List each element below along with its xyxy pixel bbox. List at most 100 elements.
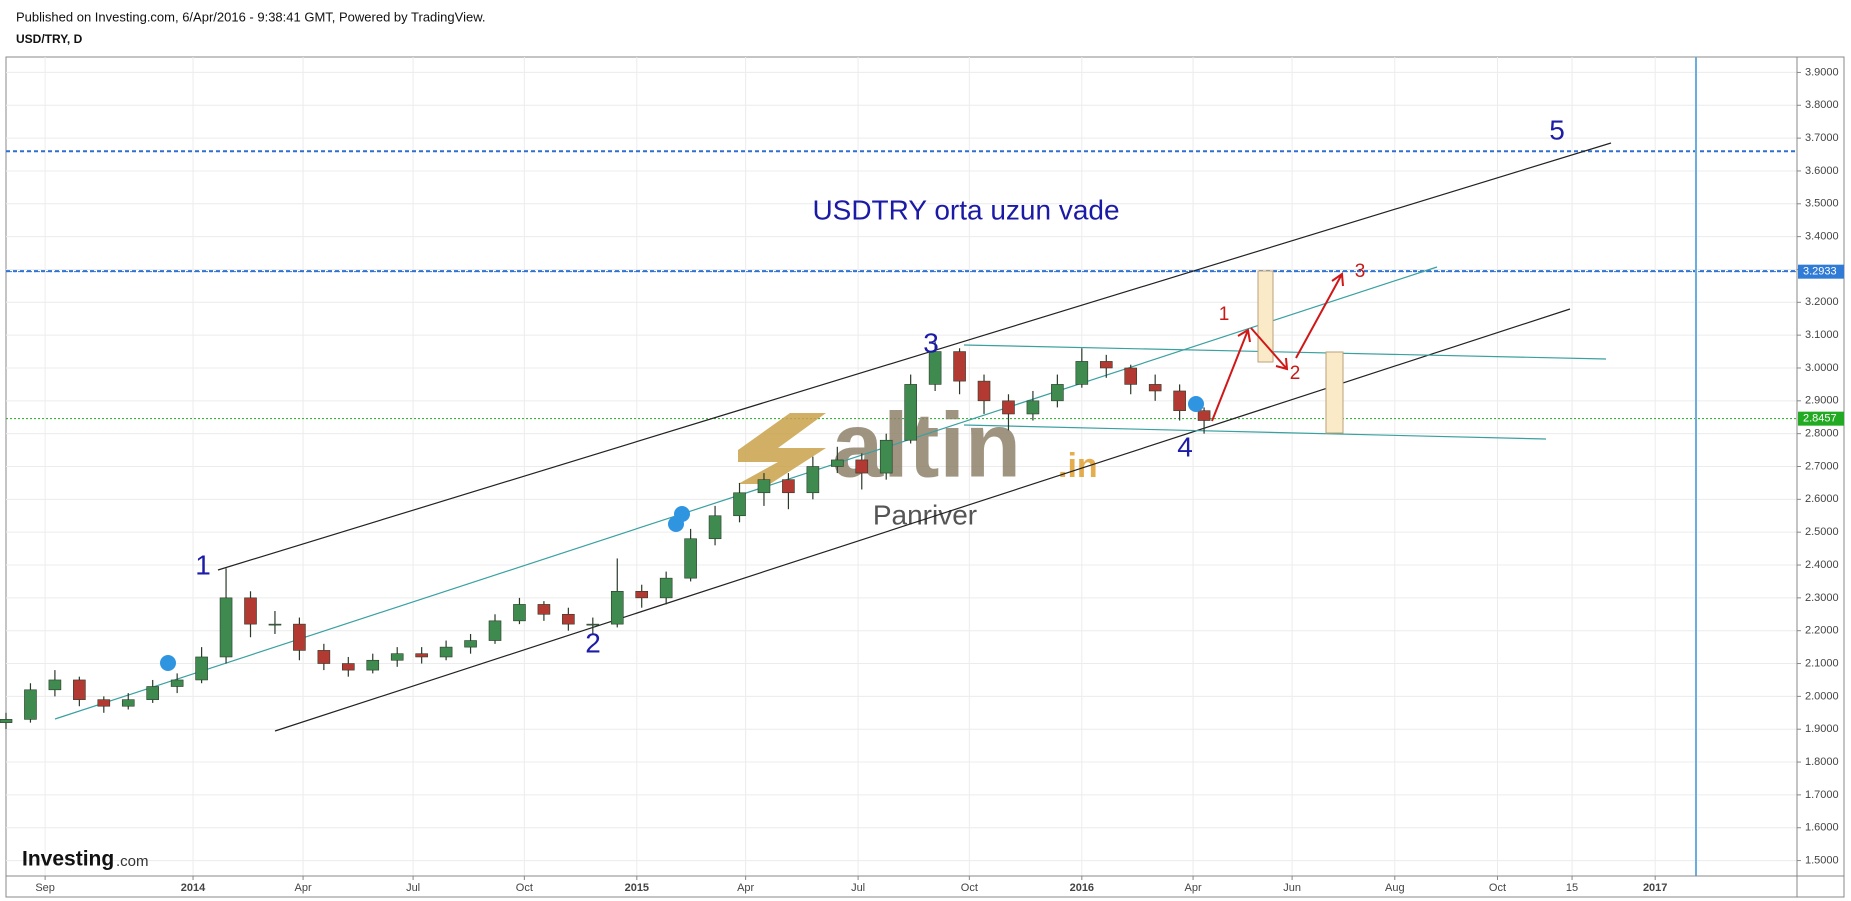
candle-body: [537, 604, 551, 615]
y-tick-label: 1.5000: [1805, 854, 1839, 866]
y-tick-label: 1.8000: [1805, 756, 1839, 768]
candle-body: [1075, 361, 1089, 385]
candle-body: [977, 380, 991, 402]
y-tick-label: 1.6000: [1805, 822, 1839, 834]
candle-body: [146, 686, 160, 700]
event-icons: [160, 396, 1204, 671]
candle-body: [659, 577, 673, 599]
chart-title: USDTRY orta uzun vade: [812, 194, 1119, 225]
candle-body: [268, 623, 282, 626]
candle-body: [0, 719, 13, 723]
candle-body: [415, 653, 428, 658]
projection-label: 3: [1355, 261, 1366, 282]
y-tick-label: 3.7000: [1805, 132, 1839, 144]
candle-body: [293, 623, 306, 651]
candle-body: [513, 604, 526, 622]
candle-body: [733, 492, 746, 517]
candle-body: [1124, 367, 1138, 385]
candle-body: [782, 479, 795, 494]
y-tick-label: 2.2000: [1805, 625, 1839, 637]
channel-lower: [274, 308, 1571, 732]
x-tick-label: Jun: [1283, 882, 1301, 894]
candle-body: [219, 597, 233, 658]
x-tick-label: 2014: [181, 882, 206, 894]
y-tick-label: 1.7000: [1805, 789, 1839, 801]
candle-body: [390, 653, 404, 661]
candle-body: [1197, 410, 1211, 421]
candle-body: [928, 351, 942, 385]
event-icon: [160, 655, 176, 671]
x-tick-label: Apr: [737, 882, 754, 894]
channel-upper: [217, 142, 1612, 571]
price-box: [1798, 264, 1844, 279]
candle-body: [1148, 384, 1162, 392]
candle-body: [97, 699, 111, 707]
logo: Investing: [22, 848, 114, 871]
y-tick-label: 3.2000: [1805, 296, 1839, 308]
x-tick-label: 2015: [625, 882, 649, 894]
watermark-suffix: .in: [1058, 447, 1098, 485]
watermark-text: altin: [832, 394, 1021, 496]
y-tick-label: 2.7000: [1805, 460, 1839, 472]
projection-arrow: [1295, 272, 1344, 359]
y-tick-label: 2.1000: [1805, 657, 1839, 669]
logo-suffix: .com: [116, 853, 149, 870]
author: Panriver: [873, 499, 977, 530]
grid: [6, 57, 1797, 876]
event-icon: [674, 506, 690, 522]
event-icon: [1188, 396, 1204, 412]
candle-body: [317, 650, 331, 664]
range-lower: [963, 424, 1547, 440]
candle-body: [635, 590, 649, 599]
channel-middle: [54, 266, 1438, 720]
y-tick-label: 2.5000: [1805, 526, 1839, 538]
candle-body: [73, 679, 86, 700]
y-tick-label: 3.5000: [1805, 198, 1839, 210]
axes: 1.5000 1.6000 1.7000 1.8000 1.9000 2.0000 2.10…: [6, 57, 1844, 897]
watermark: altin .in: [738, 394, 1098, 496]
projection-label: 1: [1219, 304, 1230, 325]
drawings: [54, 57, 1697, 876]
candle-body: [953, 351, 966, 382]
candle-body: [170, 679, 184, 687]
y-tick-label: 2.6000: [1805, 493, 1839, 505]
x-tick-label: 2017: [1643, 882, 1667, 894]
projection-arrow: [1250, 327, 1289, 371]
candle-body: [1099, 361, 1113, 369]
candle-body: [439, 646, 453, 658]
x-tick-label: Oct: [1489, 882, 1506, 894]
y-tick-label: 2.4000: [1805, 559, 1839, 571]
projection-arrow: [1211, 328, 1251, 422]
candle-body: [757, 479, 771, 494]
candle-body: [488, 620, 502, 641]
candle-body: [708, 515, 722, 540]
published-note: Published on Investing.com, 6/Apr/2016 -…: [16, 9, 485, 24]
projection-box: [1257, 270, 1274, 363]
x-tick-label: Oct: [516, 882, 533, 894]
x-tick-label: Jul: [851, 882, 865, 894]
price-box: [1798, 411, 1844, 426]
candle-body: [24, 689, 37, 720]
y-tick-label: 3.4000: [1805, 231, 1839, 243]
candle-body: [1026, 400, 1040, 415]
y-tick-label: 3.9000: [1805, 66, 1839, 78]
candles: [0, 341, 1211, 730]
candle-body: [464, 640, 477, 648]
candle-body: [806, 466, 820, 494]
projection-box: [1325, 351, 1344, 434]
projection-label: 2: [1290, 363, 1301, 384]
candle-body: [366, 659, 380, 671]
candle-body: [855, 459, 869, 474]
x-tick-label: 15: [1566, 882, 1578, 894]
y-tick-label: 3.8000: [1805, 99, 1839, 111]
candle-body: [562, 613, 575, 625]
x-tick-label: 2016: [1070, 882, 1094, 894]
watermark-icon: [738, 413, 826, 484]
candle-body: [831, 459, 844, 467]
range-upper: [963, 344, 1607, 360]
candle-body: [48, 679, 62, 691]
wave-label: 4: [1177, 431, 1193, 462]
y-tick-label: 2.0000: [1805, 690, 1839, 702]
y-tick-label: 2.9000: [1805, 395, 1839, 407]
